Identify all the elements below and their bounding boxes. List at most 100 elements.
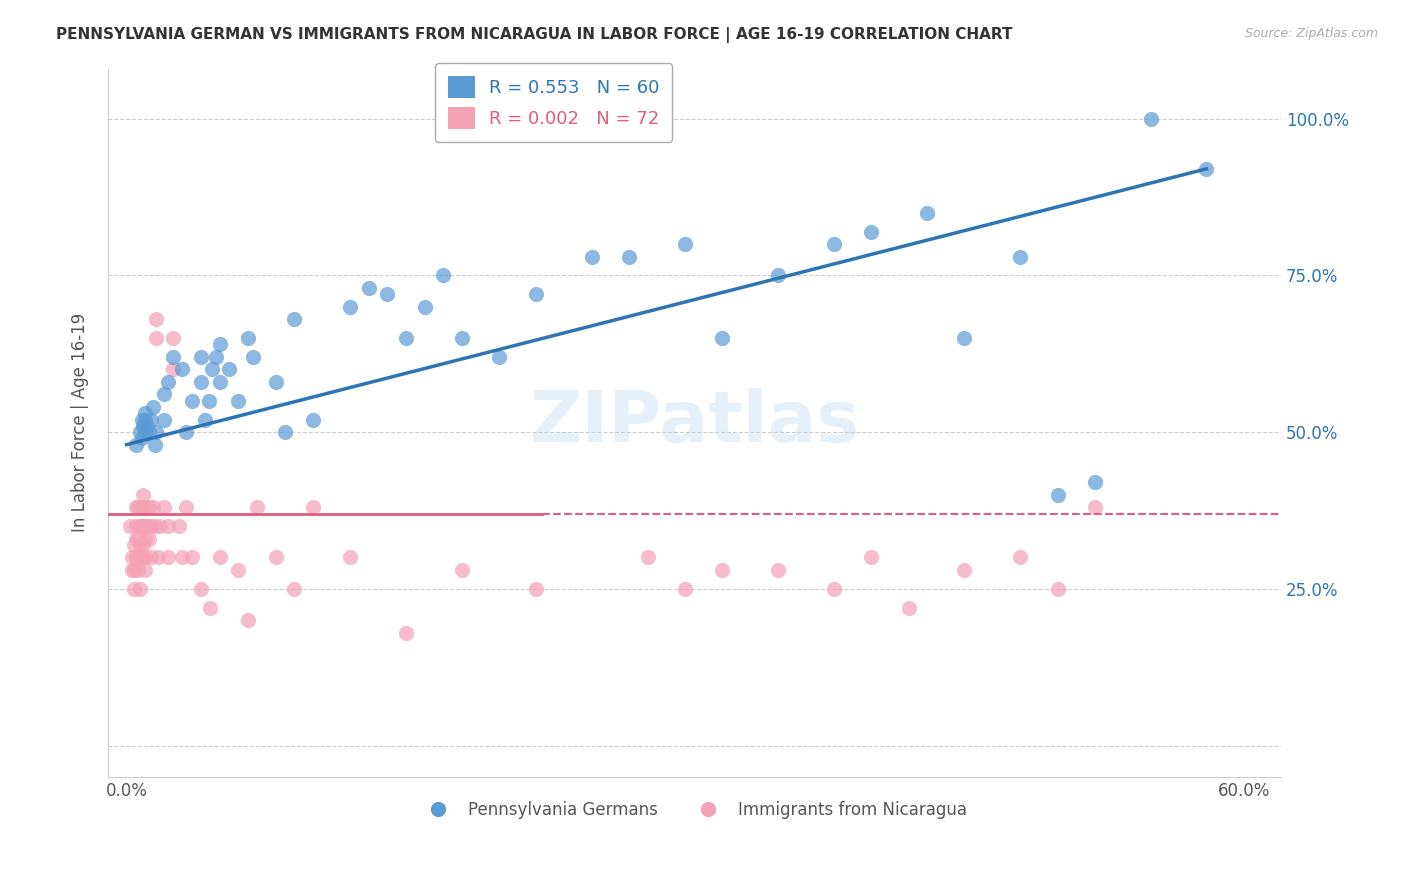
Point [395, 625, 418, 640]
Point [142, 500, 165, 515]
Point [1195, 161, 1218, 176]
Point [174, 500, 197, 515]
Point [524, 582, 547, 596]
Point [242, 350, 264, 364]
Point [139, 519, 162, 533]
Point [1084, 475, 1107, 490]
Point [236, 331, 259, 345]
Point [860, 225, 883, 239]
Point [145, 425, 167, 439]
Point [131, 431, 153, 445]
Point [132, 519, 155, 533]
Point [357, 281, 380, 295]
Point [1010, 250, 1032, 264]
Point [122, 538, 145, 552]
Point [190, 375, 212, 389]
Point [619, 250, 641, 264]
Point [134, 550, 156, 565]
Point [125, 532, 148, 546]
Point [128, 519, 150, 533]
Point [134, 563, 156, 577]
Point [122, 563, 145, 577]
Point [131, 519, 153, 533]
Point [180, 550, 202, 565]
Point [134, 412, 156, 426]
Point [132, 418, 155, 433]
Point [205, 350, 228, 364]
Point [897, 600, 920, 615]
Point [1046, 488, 1069, 502]
Text: PENNSYLVANIA GERMAN VS IMMIGRANTS FROM NICARAGUA IN LABOR FORCE | AGE 16-19 CORR: PENNSYLVANIA GERMAN VS IMMIGRANTS FROM N… [56, 27, 1012, 43]
Y-axis label: In Labor Force | Age 16-19: In Labor Force | Age 16-19 [72, 313, 89, 533]
Point [143, 519, 166, 533]
Point [153, 500, 176, 515]
Point [375, 287, 398, 301]
Point [125, 519, 148, 533]
Point [246, 500, 269, 515]
Point [197, 393, 219, 408]
Point [190, 350, 212, 364]
Point [180, 393, 202, 408]
Point [274, 425, 297, 439]
Point [136, 519, 159, 533]
Point [125, 500, 148, 515]
Point [139, 412, 162, 426]
Point [172, 550, 194, 565]
Point [162, 362, 184, 376]
Point [174, 425, 197, 439]
Point [125, 550, 148, 565]
Point [264, 375, 287, 389]
Point [953, 331, 976, 345]
Point [218, 362, 240, 376]
Point [134, 500, 156, 515]
Point [413, 300, 436, 314]
Point [134, 406, 156, 420]
Point [1046, 582, 1069, 596]
Point [138, 500, 160, 515]
Point [121, 563, 143, 577]
Point [125, 437, 148, 451]
Point [128, 550, 150, 565]
Point [128, 538, 150, 552]
Point [637, 550, 659, 565]
Point [156, 550, 179, 565]
Point [156, 375, 179, 389]
Point [339, 300, 361, 314]
Point [127, 500, 149, 515]
Point [134, 519, 156, 533]
Point [142, 400, 165, 414]
Point [145, 312, 167, 326]
Point [153, 412, 176, 426]
Point [823, 582, 845, 596]
Point [524, 287, 547, 301]
Point [301, 412, 323, 426]
Text: ZIPatlas: ZIPatlas [530, 388, 859, 458]
Point [860, 550, 883, 565]
Point [162, 350, 184, 364]
Point [450, 563, 472, 577]
Point [673, 237, 696, 252]
Point [122, 582, 145, 596]
Point [581, 250, 603, 264]
Point [823, 237, 845, 252]
Point [120, 519, 142, 533]
Point [208, 375, 231, 389]
Point [138, 532, 160, 546]
Point [139, 550, 162, 565]
Point [132, 538, 155, 552]
Point [131, 412, 153, 426]
Point [136, 418, 159, 433]
Point [149, 519, 172, 533]
Text: Source: ZipAtlas.com: Source: ZipAtlas.com [1244, 27, 1378, 40]
Point [711, 331, 734, 345]
Point [134, 425, 156, 439]
Point [128, 582, 150, 596]
Point [138, 425, 160, 439]
Point [264, 550, 287, 565]
Point [208, 550, 231, 565]
Point [339, 550, 361, 565]
Point [208, 337, 231, 351]
Point [156, 519, 179, 533]
Point [488, 350, 510, 364]
Point [153, 387, 176, 401]
